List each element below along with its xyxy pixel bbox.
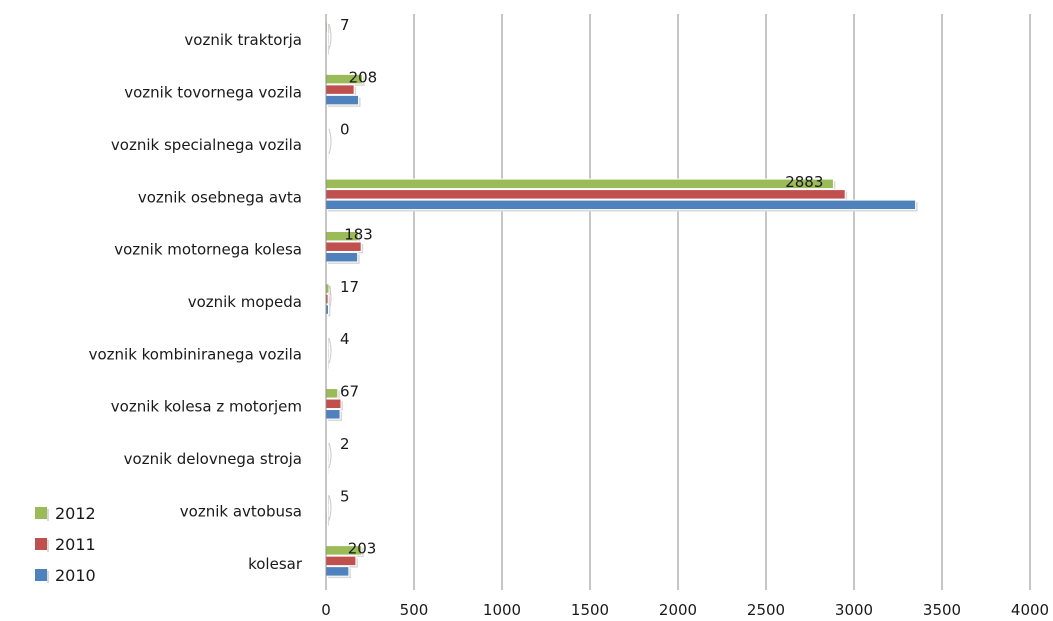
x-tick-label: 1000 [483, 601, 521, 619]
bar-2012-voznik-kolesa-z-motorjem [325, 388, 339, 399]
bar-shadow [328, 495, 329, 505]
data-label: 5 [340, 487, 350, 505]
bar-shadow [328, 24, 330, 34]
legend: 2012 2011 2010 [35, 504, 96, 585]
data-label: 67 [340, 383, 359, 401]
data-label: 208 [349, 68, 378, 86]
bar-2011-voznik-osebnega-avta [325, 189, 846, 200]
near-zero-marker [328, 338, 332, 364]
data-label: 0 [340, 121, 350, 139]
data-label: 183 [344, 225, 373, 243]
category-label: voznik mopeda [188, 293, 302, 311]
legend-swatch-shadow [47, 509, 49, 521]
bar-shadow [328, 45, 330, 55]
legend-swatch-2010 [35, 569, 47, 581]
data-label: 4 [340, 330, 350, 348]
bar-2010-voznik-tovornega-vozila [325, 94, 360, 106]
data-label: 7 [340, 16, 350, 34]
x-tick-label: 500 [400, 601, 429, 619]
bar-shadow [328, 359, 329, 369]
bar-shadow [328, 34, 329, 44]
category-label: voznik kolesa z motorjem [111, 398, 302, 416]
near-zero-marker [328, 442, 332, 469]
x-tick-label: 3500 [923, 601, 961, 619]
data-label: 203 [348, 540, 377, 558]
category-label: voznik kombiniranega vozila [89, 345, 302, 363]
category-label: voznik specialnega vozila [111, 136, 302, 154]
bar-shadow [328, 505, 329, 516]
category-label: voznik avtobusa [180, 502, 302, 520]
legend-swatch-2011 [35, 538, 47, 550]
legend-label-2012: 2012 [55, 504, 96, 523]
data-label: 2 [340, 435, 350, 453]
bar-2010-voznik-kolesa-z-motorjem [325, 409, 341, 420]
x-tick-label: 0 [321, 601, 331, 619]
category-label: voznik traktorja [184, 31, 302, 49]
legend-label-2011: 2011 [55, 535, 96, 554]
category-label: voznik tovornega vozila [124, 84, 302, 102]
bar-shadow [328, 453, 329, 463]
legend-label-2010: 2010 [55, 566, 96, 585]
data-label: 2883 [785, 173, 823, 191]
bar-shadow [328, 348, 329, 359]
bars [325, 21, 918, 579]
bar-2010-kolesar [325, 566, 350, 577]
bar-2010-voznik-osebnega-avta [325, 199, 917, 211]
x-tick-label: 1500 [571, 601, 609, 619]
category-label: kolesar [248, 555, 303, 573]
x-tick-label: 2500 [747, 601, 785, 619]
data-label: 17 [340, 278, 359, 296]
bar-2012-voznik-osebnega-avta [325, 178, 834, 190]
legend-swatch-shadow [47, 571, 49, 583]
bar-2010-voznik-motornega-kolesa [325, 251, 359, 263]
bar-shadow [328, 285, 331, 296]
x-tick-label: 4000 [1011, 601, 1049, 619]
bar-shadow [328, 306, 331, 317]
category-label: voznik motornega kolesa [114, 241, 302, 259]
near-zero-marker [328, 128, 332, 155]
legend-swatch-2012 [35, 507, 47, 519]
bar-shadow [328, 516, 330, 526]
bar-shadow [328, 338, 329, 348]
x-tick-label: 3000 [835, 601, 873, 619]
labels: 0 500 1000 1500 2000 2500 3000 3500 4000 voznik t… [89, 16, 1050, 619]
category-label: voznik osebnega avta [138, 188, 302, 206]
bar-2011-voznik-kolesa-z-motorjem [325, 398, 342, 410]
near-zero-marker [328, 23, 332, 50]
x-tick-label: 2000 [659, 601, 697, 619]
near-zero-marker [328, 495, 332, 521]
bar-shadow [328, 296, 331, 306]
gridlines [413, 14, 1031, 590]
legend-swatch-shadow [47, 540, 49, 552]
category-label: voznik delovnega stroja [124, 450, 302, 468]
